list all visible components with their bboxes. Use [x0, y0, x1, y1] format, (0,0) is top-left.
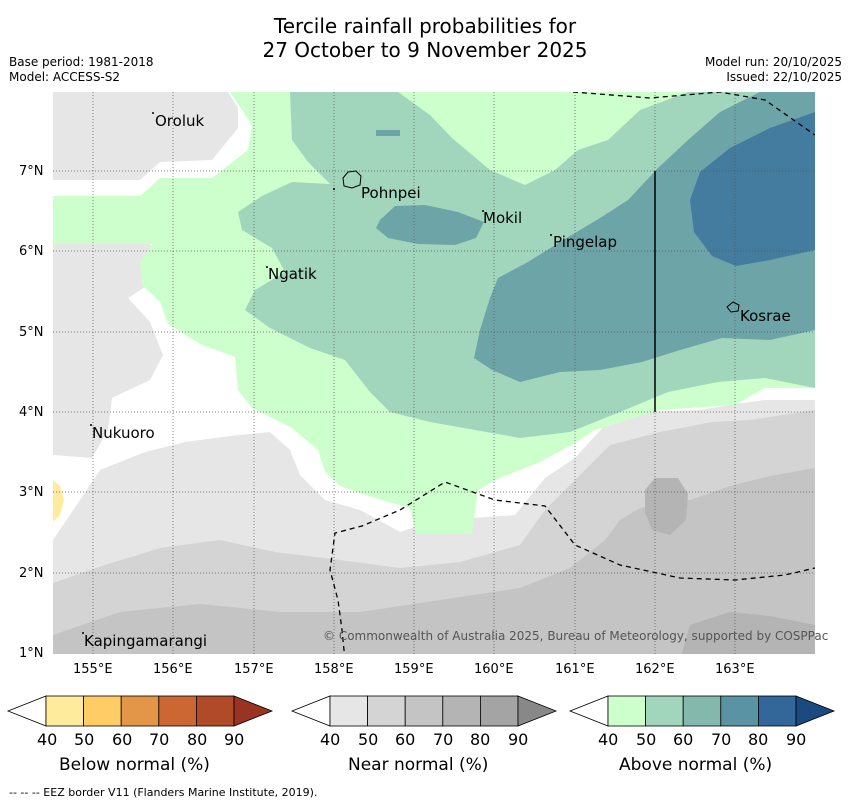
- lon-tick-162e: 162°E: [635, 662, 675, 677]
- place-label-oroluk: Oroluk: [155, 112, 205, 130]
- above-normal-60-patch: [376, 205, 484, 245]
- cb-above-tick-70: 70: [711, 730, 732, 749]
- lat-tick-3n: 3°N: [19, 485, 44, 500]
- legend-colorbars: [6, 695, 836, 727]
- below-normal-40-patch: [53, 480, 64, 522]
- cb-below-tick-90: 90: [224, 730, 245, 749]
- place-label-pingelap: Pingelap: [553, 233, 618, 251]
- near-colorbar-max-arrow: [517, 695, 558, 727]
- below-colorbar-segment: [83, 695, 122, 727]
- base-period: Base period: 1981-2018: [9, 55, 154, 69]
- near-colorbar-min-arrow: [290, 695, 331, 727]
- near-normal-70-south: [681, 612, 815, 654]
- cb-below-tick-40: 40: [37, 730, 58, 749]
- label-near-normal: Near normal (%): [348, 755, 489, 775]
- near-colorbar-segment: [404, 695, 444, 727]
- below-colorbar-segment: [45, 695, 84, 727]
- lon-tick-157e: 157°E: [234, 662, 274, 677]
- lon-tick-163e: 163°E: [715, 662, 755, 677]
- lon-tick-159e: 159°E: [394, 662, 434, 677]
- lat-tick-7n: 7°N: [19, 164, 44, 179]
- cb-above-tick-80: 80: [748, 730, 769, 749]
- near-normal-60-southeast: [53, 468, 815, 654]
- near-colorbar-segment: [329, 695, 368, 727]
- below-colorbar-segment: [120, 695, 160, 727]
- lon-tick-155e: 155°E: [73, 662, 113, 677]
- cb-near-tick-40: 40: [320, 730, 341, 749]
- cb-below-tick-60: 60: [112, 730, 133, 749]
- place-label-mokil: Mokil: [483, 209, 523, 227]
- model-run: Model run: 20/10/2025: [704, 55, 842, 69]
- above-normal-70: [690, 112, 815, 266]
- above-colorbar-segment: [682, 695, 722, 727]
- near-colorbar-segment: [367, 695, 406, 727]
- lat-tick-4n: 4°N: [19, 405, 44, 420]
- near-colorbar-segment: [479, 695, 519, 727]
- eez-border: [329, 92, 815, 654]
- above-colorbar-segment: [758, 695, 797, 727]
- cb-near-tick-70: 70: [433, 730, 454, 749]
- lon-tick-161e: 161°E: [555, 662, 595, 677]
- place-label-kosrae: Kosrae: [740, 307, 791, 325]
- near-normal-40-top-left: [53, 92, 238, 180]
- near-normal-40-left: [53, 244, 163, 458]
- cb-above-tick-40: 40: [598, 730, 619, 749]
- cb-below-tick-80: 80: [187, 730, 208, 749]
- lat-tick-5n: 5°N: [19, 325, 44, 340]
- lat-tick-2n: 2°N: [19, 566, 44, 581]
- below-colorbar-max-arrow: [233, 695, 274, 727]
- lat-tick-1n: 1°N: [19, 646, 44, 661]
- below-colorbar-segment: [195, 695, 235, 727]
- colorbar-above-normal: [568, 695, 836, 727]
- label-below-normal: Below normal (%): [59, 755, 210, 775]
- cb-above-tick-50: 50: [636, 730, 657, 749]
- place-label-nukuoro: Nukuoro: [92, 424, 155, 442]
- above-colorbar-segment: [720, 695, 759, 727]
- label-above-normal: Above normal (%): [619, 755, 773, 775]
- cb-near-tick-80: 80: [470, 730, 491, 749]
- near-colorbar-segment: [442, 695, 481, 727]
- kosrae-island-outline: [726, 301, 740, 313]
- colorbar-near-normal: [290, 695, 558, 727]
- above-colorbar-max-arrow: [795, 695, 836, 727]
- cb-near-tick-90: 90: [508, 730, 529, 749]
- title-line-2: 27 October to 9 November 2025: [262, 38, 588, 62]
- cb-near-tick-50: 50: [358, 730, 379, 749]
- cb-below-tick-70: 70: [149, 730, 170, 749]
- issued-date: Issued: 22/10/2025: [726, 70, 842, 84]
- above-colorbar-segment: [607, 695, 646, 727]
- lat-tick-6n: 6°N: [19, 244, 44, 259]
- place-label-kapingamarangi: Kapingamarangi: [84, 632, 208, 650]
- lon-tick-160e: 160°E: [474, 662, 514, 677]
- colorbar-below-normal: [6, 695, 274, 727]
- above-normal-60-small: [376, 130, 400, 136]
- place-label-ngatik: Ngatik: [268, 265, 317, 283]
- model-name: Model: ACCESS-S2: [9, 70, 121, 84]
- above-colorbar-min-arrow: [568, 695, 609, 727]
- cb-above-tick-60: 60: [673, 730, 694, 749]
- title-line-1: Tercile rainfall probabilities for: [273, 14, 577, 38]
- lon-tick-156e: 156°E: [153, 662, 193, 677]
- place-label-pohnpei: Pohnpei: [361, 184, 421, 202]
- island-markers: [82, 112, 552, 634]
- below-colorbar-min-arrow: [6, 695, 47, 727]
- lon-tick-158e: 158°E: [314, 662, 354, 677]
- cb-below-tick-50: 50: [74, 730, 95, 749]
- pohnpei-island-outline: [342, 170, 362, 189]
- below-colorbar-segment: [158, 695, 197, 727]
- cb-above-tick-90: 90: [786, 730, 807, 749]
- eez-border-note: -- -- -- EEZ border V11 (Flanders Marine…: [9, 786, 318, 799]
- above-colorbar-segment: [645, 695, 684, 727]
- map-copyright: © Commonwealth of Australia 2025, Bureau…: [323, 629, 829, 643]
- cb-near-tick-60: 60: [395, 730, 416, 749]
